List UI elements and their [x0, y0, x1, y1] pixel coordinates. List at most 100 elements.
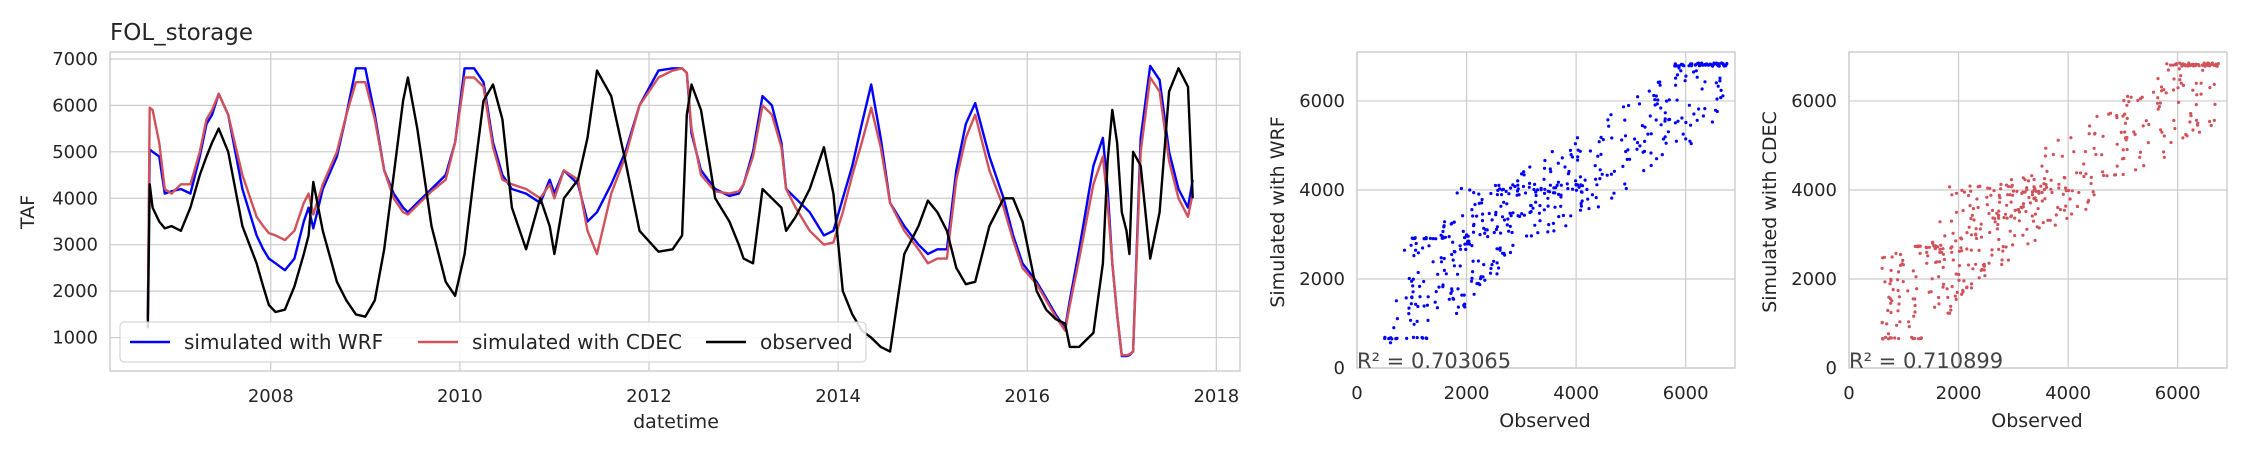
- scatter-point: [1478, 233, 1482, 237]
- scatter-point: [1981, 263, 1985, 267]
- scatter-point: [1409, 318, 1413, 322]
- scatter-point: [1674, 139, 1678, 143]
- scatter-point: [1538, 204, 1542, 208]
- scatter-point: [2169, 140, 2173, 145]
- x-tick-label: 2016: [1004, 386, 1050, 407]
- scatter-point: [2021, 176, 2025, 180]
- scatter-point: [2212, 82, 2216, 86]
- scatter-point: [1409, 302, 1413, 306]
- scatter-point: [1718, 79, 1722, 83]
- scatter-point: [1436, 272, 1440, 276]
- scatter-point: [1543, 187, 1547, 191]
- scatter-point: [1492, 259, 1496, 263]
- scatter-point: [1563, 165, 1567, 169]
- scatter-point: [1957, 278, 1961, 282]
- scatter-point: [1987, 211, 1991, 216]
- scatter-point: [1977, 248, 1981, 252]
- scatter-point: [1411, 284, 1415, 288]
- tick-labels: 0 2000 4000 6000 0 2000 4000 6000: [1791, 91, 2200, 404]
- scatter-point: [1640, 124, 1644, 128]
- scatter-point: [1900, 262, 1904, 266]
- scatter-point: [1509, 186, 1513, 190]
- scatter-point: [1509, 214, 1513, 218]
- scatter-point: [2089, 175, 2093, 179]
- scatter-point: [1990, 248, 1994, 252]
- scatter-point: [1695, 62, 1699, 66]
- scatter-point: [2037, 191, 2041, 195]
- scatter-point: [1950, 245, 1954, 249]
- scatter-point: [1606, 118, 1610, 122]
- timeseries-panel: FOL_storage datetime TAF 2008 2010 2012 201…: [17, 20, 1241, 433]
- scatter-point: [1972, 218, 1976, 222]
- scatter-point: [1470, 244, 1474, 248]
- scatter-point: [1556, 161, 1560, 165]
- scatter-point: [2214, 62, 2218, 66]
- scatter-point: [2208, 119, 2212, 124]
- scatter-point: [2043, 177, 2047, 181]
- scatter-point: [2084, 207, 2088, 211]
- scatter-point: [2023, 190, 2027, 194]
- scatter-point: [1962, 279, 1966, 283]
- scatter-point: [1554, 186, 1558, 190]
- scatter-point: [1444, 272, 1448, 276]
- scatter-point: [1910, 335, 1914, 339]
- scatter-point: [1621, 105, 1626, 109]
- scatter-point: [1684, 137, 1688, 141]
- scatter-point: [2046, 218, 2050, 222]
- scatter-point: [1405, 336, 1409, 340]
- scatter-point: [1480, 201, 1484, 205]
- scatter-point: [1551, 191, 1556, 195]
- scatter-point: [1979, 235, 1984, 239]
- scatter-point: [1434, 237, 1438, 241]
- scatter-point: [1571, 187, 1575, 191]
- scatter-point: [1542, 208, 1546, 212]
- scatter-point: [1896, 278, 1900, 282]
- scatter-point: [1641, 150, 1645, 154]
- scatter-point: [1986, 186, 1990, 190]
- scatter-point: [1407, 312, 1411, 316]
- scatter-point: [1539, 186, 1543, 190]
- y-axis-label: TAF: [17, 195, 39, 230]
- scatter-point: [1999, 187, 2003, 191]
- scatter-point: [2125, 147, 2129, 152]
- scatter-point: [2094, 152, 2098, 157]
- scatter-point: [1534, 200, 1538, 204]
- y-tick-label: 2000: [1299, 269, 1345, 290]
- scatter-point: [2051, 152, 2055, 157]
- scatter-point: [1566, 187, 1570, 191]
- scatter-point: [1605, 173, 1609, 177]
- scatter-point: [2159, 128, 2163, 132]
- scatter-point: [2057, 186, 2061, 190]
- scatter-point: [1941, 265, 1945, 269]
- scatter-point: [1989, 193, 1993, 197]
- scatter-point: [2119, 130, 2123, 134]
- scatter-point: [1888, 282, 1892, 286]
- scatter-point: [1907, 325, 1911, 329]
- scatter-point: [2181, 62, 2185, 66]
- scatter-point: [2016, 208, 2021, 212]
- scatter-point: [2015, 189, 2019, 193]
- scatter-point: [2134, 168, 2138, 172]
- scatter-point: [2070, 189, 2074, 193]
- scatter-point: [1472, 224, 1476, 228]
- scatter-point: [1451, 258, 1455, 262]
- scatter-point: [1970, 213, 1974, 217]
- series-lines: [146, 64, 1194, 358]
- scatter-point: [1578, 208, 1583, 212]
- scatter-point: [1959, 246, 1963, 250]
- scatter-point: [2184, 132, 2188, 137]
- scatter-point: [1990, 208, 1995, 213]
- scatter-point: [1495, 272, 1499, 276]
- scatter-point: [1388, 341, 1393, 345]
- y-tick-label: 4000: [1791, 180, 1837, 201]
- scatter-point: [1997, 213, 2001, 217]
- scatter-point: [2101, 134, 2105, 138]
- scatter-point: [1441, 229, 1445, 234]
- scatter-point: [2040, 190, 2044, 195]
- scatter-point: [1447, 235, 1451, 239]
- scatter-point: [1979, 268, 1983, 272]
- legend-box: [119, 321, 867, 363]
- scatter-point: [2032, 185, 2036, 189]
- scatter-point: [2075, 171, 2079, 175]
- x-axis-label: Observed: [1499, 410, 1590, 432]
